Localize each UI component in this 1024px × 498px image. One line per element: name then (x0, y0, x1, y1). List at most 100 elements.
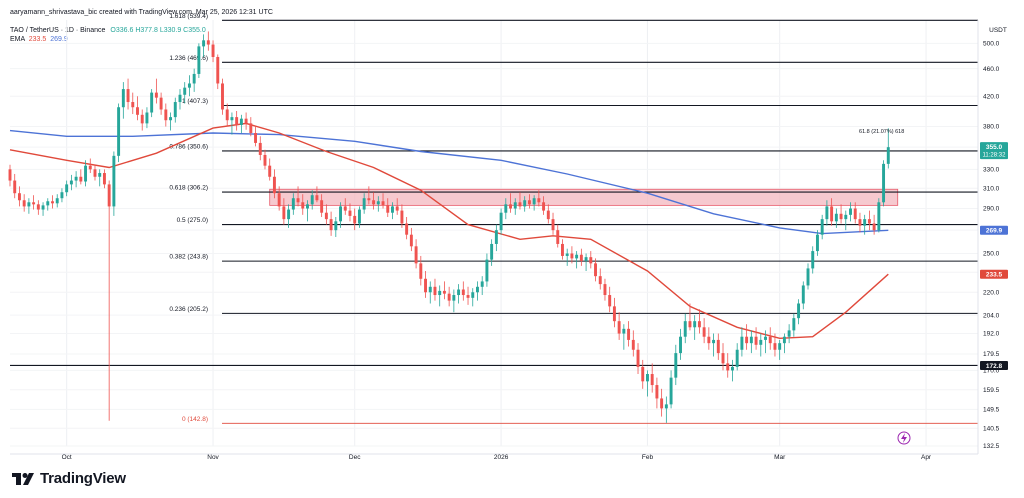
fib-level-label: 1 (407.3) (182, 98, 208, 105)
candle (867, 219, 871, 224)
candle (825, 206, 829, 220)
y-tick-label: 310.0 (983, 185, 1000, 192)
y-tick-label: 220.0 (983, 289, 1000, 296)
candle (461, 289, 465, 296)
candle (206, 40, 210, 45)
candle (438, 290, 442, 296)
candle (844, 214, 848, 220)
candle (622, 328, 626, 334)
fib-level-label: 0.382 (243.8) (169, 254, 208, 261)
candle (669, 377, 673, 405)
candle (348, 210, 352, 216)
candle (886, 147, 890, 164)
candle (74, 176, 78, 181)
candle (442, 290, 446, 294)
candle (424, 278, 427, 293)
candle (820, 219, 824, 235)
candle (339, 206, 343, 222)
candle (513, 202, 517, 209)
candle (159, 97, 163, 110)
candle (225, 109, 229, 121)
y-tick-label: 149.5 (983, 407, 1000, 414)
candle (334, 221, 338, 231)
candle (178, 94, 182, 103)
candle (315, 195, 319, 201)
fib-level-label: 0.618 (306.2) (169, 185, 208, 192)
y-tick-label: 250.0 (983, 251, 1000, 258)
price-badge (980, 360, 1008, 370)
candle (17, 193, 21, 201)
candle (36, 204, 40, 210)
candle (877, 202, 881, 231)
candle (466, 295, 470, 298)
candle (480, 281, 484, 287)
candle (570, 253, 574, 259)
candle (187, 83, 191, 88)
candle (575, 254, 579, 259)
x-tick-label: Oct (62, 454, 72, 461)
candle (518, 202, 522, 207)
price-badge-value: 233.5 (986, 272, 1003, 279)
candle (268, 165, 272, 177)
ema-slow-line (9, 129, 889, 235)
candle (546, 210, 550, 220)
price-badge-value: 269.9 (986, 228, 1003, 235)
candle (433, 286, 437, 296)
candle (603, 284, 607, 296)
candle (650, 374, 654, 386)
candle (22, 200, 26, 207)
candle (674, 353, 678, 378)
candle (414, 246, 418, 264)
candle (154, 92, 158, 98)
candle (102, 173, 106, 185)
y-tick-label: 140.5 (983, 425, 1000, 432)
candle (589, 257, 593, 264)
y-tick-label: 380.0 (983, 124, 1000, 131)
candle (612, 306, 616, 322)
candle (60, 192, 64, 199)
candle (471, 292, 475, 298)
y-tick-label: 330.0 (983, 167, 1000, 174)
x-tick-label: 2026 (494, 454, 509, 461)
y-tick-label: 170.0 (983, 368, 1000, 375)
candle (707, 336, 711, 344)
fib-level-label: 1.618 (539.4) (169, 13, 208, 20)
candle (565, 253, 569, 256)
candle (173, 102, 177, 118)
candle (584, 257, 588, 261)
candle (627, 328, 631, 340)
candle (834, 213, 838, 222)
resistance-zone (269, 188, 899, 206)
y-tick-label: 159.5 (983, 387, 1000, 394)
candle (277, 193, 281, 207)
candle (367, 198, 371, 201)
candle (509, 204, 512, 209)
candle (447, 293, 451, 301)
candle (372, 200, 376, 205)
candle (419, 263, 423, 279)
candle (641, 366, 645, 382)
candle (499, 212, 503, 231)
candle (263, 154, 267, 166)
candle (726, 363, 730, 371)
candle (126, 89, 130, 103)
candle (792, 318, 796, 331)
lightning-icon-bolt (901, 433, 907, 443)
candle (239, 118, 243, 125)
candle (579, 254, 583, 261)
candle (329, 219, 333, 231)
candle (679, 336, 682, 354)
fib-annotation: 61.8 (21.07%) 618 (859, 129, 904, 135)
candle (46, 201, 50, 206)
candle (754, 336, 758, 345)
candle (183, 87, 187, 95)
lightning-icon-ring (897, 431, 911, 445)
candle (391, 206, 394, 213)
candle (197, 46, 201, 74)
candle (660, 398, 664, 409)
candle (476, 286, 479, 293)
candle (405, 223, 409, 235)
candle (683, 321, 687, 337)
candle (343, 206, 347, 211)
